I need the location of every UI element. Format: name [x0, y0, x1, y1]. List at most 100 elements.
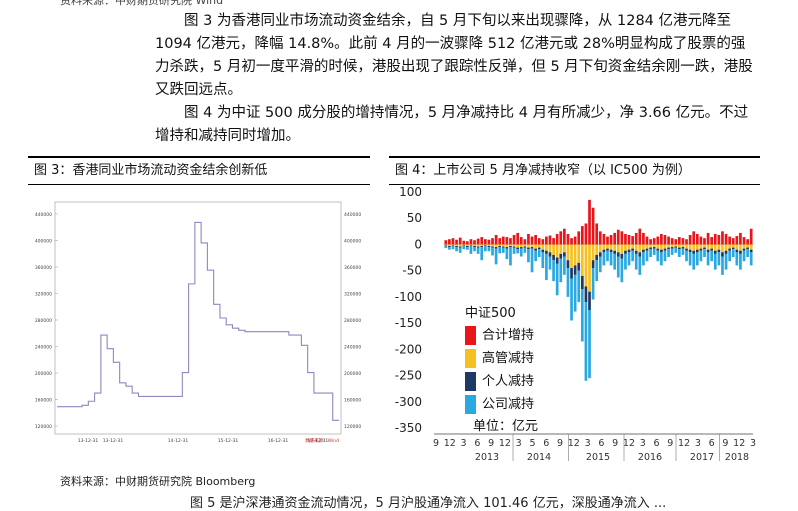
bar-高管减持 — [728, 244, 731, 249]
legend-swatch-yellow — [465, 349, 476, 368]
bar-net-increase — [710, 237, 714, 245]
bar-net-increase — [588, 199, 591, 245]
bar-个人减持 — [674, 246, 678, 248]
bar-公司减持 — [728, 250, 731, 262]
bar-个人减持 — [559, 253, 563, 259]
bar-net-increase — [530, 236, 534, 245]
bar-高管减持 — [703, 244, 706, 248]
bar-个人减持 — [573, 265, 577, 275]
bar-net-increase — [739, 232, 742, 245]
bar-公司减持 — [602, 252, 606, 266]
bar-个人减持 — [728, 248, 731, 251]
bar-个人减持 — [555, 257, 559, 264]
bar-个人减持 — [663, 248, 667, 251]
plot-frame — [54, 201, 342, 435]
bar-高管减持 — [598, 244, 602, 253]
bar-公司减持 — [523, 247, 527, 253]
bar-个人减持 — [746, 247, 749, 250]
bar-高管减持 — [645, 244, 649, 249]
bar-公司减持 — [469, 246, 473, 254]
bar-个人减持 — [462, 245, 466, 247]
bar-高管减持 — [588, 244, 591, 292]
bar-高管减持 — [638, 244, 642, 253]
y-tick-label-left: 160000 — [35, 398, 52, 404]
bar-公司减持 — [688, 252, 692, 266]
x-tick-label: 12 — [568, 438, 580, 449]
bar-个人减持 — [444, 245, 448, 247]
bar-net-increase — [606, 236, 609, 245]
bar-个人减持 — [527, 247, 530, 250]
x-tick-label: 13-12-31 — [103, 438, 124, 444]
bar-个人减持 — [458, 246, 462, 248]
bar-net-increase — [555, 233, 559, 245]
bar-高管减持 — [735, 244, 739, 250]
bar-高管减持 — [695, 244, 699, 250]
bar-net-increase — [570, 238, 573, 245]
bar-高管减持 — [555, 244, 559, 258]
x-tick-label: 3 — [461, 438, 467, 449]
bar-高管减持 — [717, 244, 721, 250]
bar-高管减持 — [537, 244, 541, 248]
bar-高管减持 — [706, 244, 710, 250]
bar-高管减持 — [656, 244, 660, 249]
x-tick-label: 3 — [640, 438, 646, 449]
bar-公司减持 — [466, 247, 469, 250]
bar-个人减持 — [695, 249, 699, 253]
legend-item-company-decrease: 公司减持 — [465, 393, 538, 416]
bar-net-increase — [746, 239, 749, 245]
bar-公司减持 — [498, 247, 502, 254]
bar-高管减持 — [602, 244, 606, 250]
bar-高管减持 — [721, 244, 724, 253]
bar-net-increase — [649, 239, 652, 245]
bar-公司减持 — [739, 253, 742, 270]
y-tick-label: 0 — [414, 237, 422, 251]
bar-个人减持 — [731, 247, 735, 250]
bar-公司减持 — [595, 260, 599, 282]
bar-net-increase — [670, 238, 674, 245]
bar-公司减持 — [670, 248, 674, 255]
bar-net-increase — [631, 236, 634, 245]
x-year-label: 2016 — [638, 452, 662, 461]
bar-公司减持 — [677, 249, 681, 258]
y-tick-label: -150 — [395, 316, 422, 330]
bar-高管减持 — [699, 244, 703, 249]
figure-3-title: 图 3：香港同业市场流动资金结余创新低 — [28, 156, 370, 185]
bar-公司减持 — [616, 256, 620, 278]
bar-个人减持 — [469, 245, 473, 247]
bar-公司减持 — [649, 249, 652, 258]
figure-4-legend: 中证500 合计增持 高管减持 个人减持 公司减持 单位：亿元 — [465, 304, 538, 438]
x-year-label: 2014 — [527, 452, 551, 461]
bar-高管减持 — [663, 244, 667, 249]
bar-高管减持 — [444, 244, 448, 246]
bar-高管减持 — [498, 244, 502, 247]
bar-公司减持 — [631, 250, 634, 262]
bar-公司减持 — [638, 256, 642, 275]
bar-高管减持 — [660, 244, 663, 250]
bar-公司减持 — [660, 252, 663, 266]
bar-net-increase — [462, 240, 466, 245]
bar-net-increase — [609, 235, 613, 245]
bar-公司减持 — [570, 278, 573, 321]
x-tick-label: 9 — [557, 438, 563, 449]
bar-个人减持 — [717, 249, 721, 253]
y-tick-label-right: 360000 — [344, 265, 361, 271]
y-tick-label-left: 440000 — [35, 212, 52, 218]
bar-net-increase — [721, 231, 724, 245]
bar-net-increase — [706, 232, 710, 245]
bar-个人减持 — [588, 291, 591, 310]
bar-公司减持 — [656, 250, 660, 262]
y-tick-label-left: 320000 — [35, 292, 52, 298]
bar-公司减持 — [573, 274, 577, 312]
bar-net-increase — [602, 233, 606, 245]
y-tick-label-right: 120000 — [344, 424, 361, 430]
x-tick-label: 9 — [612, 438, 618, 449]
bar-个人减持 — [448, 246, 451, 248]
bar-个人减持 — [627, 249, 631, 253]
bar-个人减持 — [483, 245, 487, 247]
bar-公司减持 — [710, 250, 714, 262]
bar-公司减持 — [534, 250, 537, 262]
bar-高管减持 — [552, 244, 555, 255]
bar-net-increase — [501, 236, 505, 245]
bar-个人减持 — [498, 246, 502, 248]
